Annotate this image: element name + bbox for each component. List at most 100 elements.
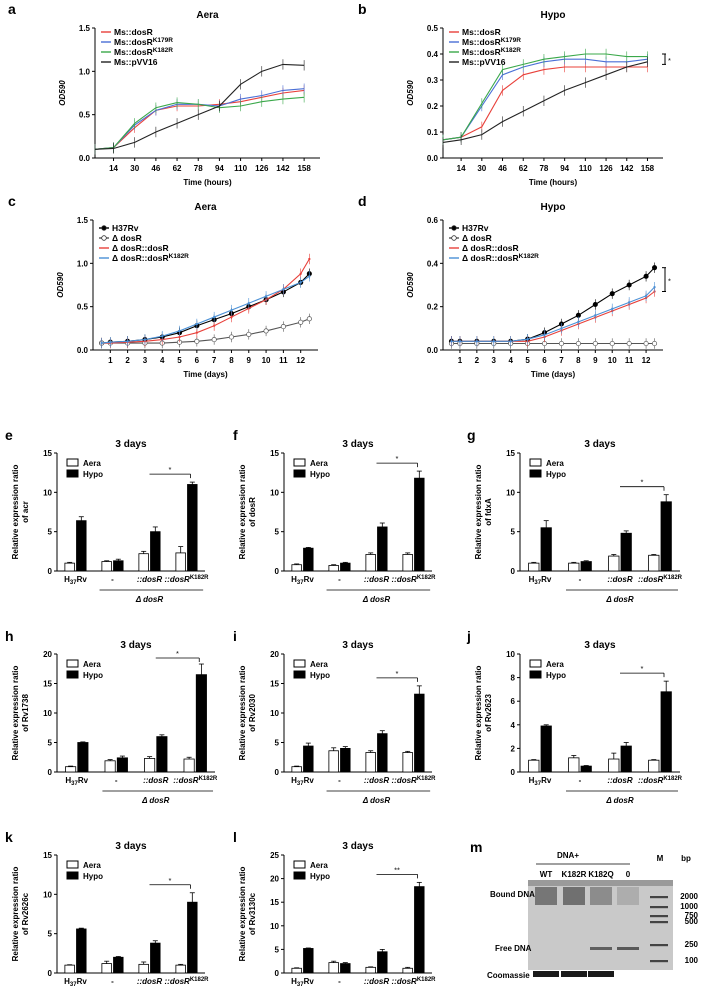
- legend-label-aera: Aera: [546, 660, 564, 669]
- bar-panel-i: i 3 days 0 5 10 15 20 Relative expression ratio…: [233, 628, 436, 805]
- bar-hypo: [414, 693, 425, 773]
- y-tick-label: 5: [48, 528, 53, 537]
- legend-swatch-aera: [529, 458, 542, 467]
- data-point: [178, 335, 181, 339]
- chart-subtitle: 3 days: [584, 640, 616, 651]
- data-point: [280, 324, 286, 330]
- y-tick-label: 15: [270, 680, 279, 689]
- chart-subtitle: 3 days: [342, 841, 374, 852]
- bar-hypo: [540, 527, 552, 572]
- bar-hypo: [414, 477, 425, 572]
- cat-base: ::dosR: [164, 977, 190, 986]
- legend-label-text: Ms::pVV16: [114, 57, 158, 67]
- data-point: [247, 302, 250, 305]
- bar-hypo: [580, 765, 592, 773]
- legend-label: Δ dosR: [112, 233, 142, 243]
- data-point: [308, 257, 311, 261]
- y-axis-label: OD590: [56, 272, 65, 298]
- bar-aera: [183, 758, 195, 773]
- legend-label-hypo: Hypo: [310, 671, 330, 680]
- x-tick-label: 2: [475, 356, 480, 365]
- x-tick-label: 30: [130, 164, 139, 173]
- y-label-line1: Relative expression ratio: [238, 465, 247, 560]
- series-line: [101, 275, 310, 344]
- ladder-label: 1000: [680, 902, 698, 911]
- bar-hypo: [340, 963, 351, 974]
- y-tick-label: 15: [43, 680, 52, 689]
- data-point: [100, 341, 103, 345]
- y-tick-label: 5: [48, 739, 53, 748]
- y-label-line2: of Rv1738: [21, 694, 30, 732]
- coomassie-band: [533, 971, 559, 977]
- y-tick-label: 0.4: [427, 50, 439, 59]
- bar-hypo: [76, 928, 87, 974]
- cat-rest: Rv: [77, 977, 88, 986]
- data-point: [543, 333, 546, 336]
- legend-marker: [451, 225, 457, 231]
- bar-hypo: [116, 757, 128, 773]
- bar-aera: [291, 564, 302, 572]
- y-label-line1: Relative expression ratio: [11, 666, 20, 761]
- chart-subtitle: 3 days: [115, 439, 147, 450]
- data-point: [213, 315, 216, 319]
- bar-aera: [402, 967, 413, 974]
- bar-aera: [402, 752, 413, 773]
- x-tick-label: 78: [539, 164, 548, 173]
- legend-label: Ms::dosRK182R: [462, 47, 521, 57]
- sig-star: *: [641, 478, 644, 487]
- legend-swatch-aera: [66, 659, 79, 668]
- bar-aera: [608, 758, 620, 773]
- sig-star: *: [641, 664, 644, 673]
- legend-label-hypo: Hypo: [83, 671, 103, 680]
- data-point: [643, 273, 649, 279]
- bar-hypo: [340, 748, 351, 773]
- y-label-line2: of fdxA: [484, 498, 493, 526]
- x-tick-label: 142: [276, 164, 290, 173]
- cat-sup: K182R: [417, 575, 436, 581]
- legend-swatch-hypo: [529, 469, 542, 478]
- cat-base: H: [291, 977, 297, 986]
- x-tick-label: 3: [143, 356, 148, 365]
- data-point: [458, 340, 462, 343]
- y-tick-label: 20: [270, 650, 279, 659]
- x-tick-label: 9: [247, 356, 252, 365]
- bar-aera: [64, 964, 75, 974]
- data-point: [264, 295, 268, 298]
- bar-hypo: [76, 520, 87, 572]
- x-tick-label: 4: [160, 356, 165, 365]
- cat-base: H: [64, 575, 70, 584]
- y-axis-label: OD590: [406, 272, 415, 298]
- x-category-label: H37Rv: [64, 575, 87, 586]
- x-tick-label: 10: [262, 356, 271, 365]
- bar-aera: [144, 758, 156, 773]
- legend-label: Ms::dosRK179R: [114, 37, 173, 47]
- y-label-line1: Relative expression ratio: [238, 867, 247, 962]
- bar-hypo: [113, 560, 124, 572]
- bar-hypo: [620, 745, 632, 773]
- bar-aera: [365, 752, 376, 773]
- bar-hypo: [660, 691, 672, 773]
- x-category-label: ::dosR: [364, 977, 390, 986]
- x-tick-label: 5: [177, 356, 182, 365]
- bound-band: [563, 887, 585, 905]
- legend-label: Ms::dosRK182R: [114, 47, 173, 57]
- y-tick-label: 10: [506, 650, 515, 659]
- y-tick-label: 0.0: [427, 154, 439, 163]
- y-tick-label: 15: [506, 449, 515, 458]
- sig-star: *: [396, 454, 399, 463]
- data-point: [643, 340, 649, 347]
- y-tick-label: 1.0: [79, 67, 91, 76]
- legend-label-hypo: Hypo: [83, 872, 103, 881]
- x-category-label: ::dosR: [607, 575, 633, 584]
- marker-label: M: [657, 854, 664, 863]
- series-line: [101, 318, 310, 344]
- legend-label: Δ dosR: [462, 233, 492, 243]
- x-category-label: -: [111, 977, 114, 986]
- y-axis-label: Relative expression ratioof acr: [11, 465, 30, 560]
- legend-label-text: Δ dosR: [462, 233, 492, 243]
- bar-hypo: [156, 736, 168, 773]
- cat-rest: Rv: [304, 575, 315, 584]
- group-label: Δ dosR: [141, 796, 170, 805]
